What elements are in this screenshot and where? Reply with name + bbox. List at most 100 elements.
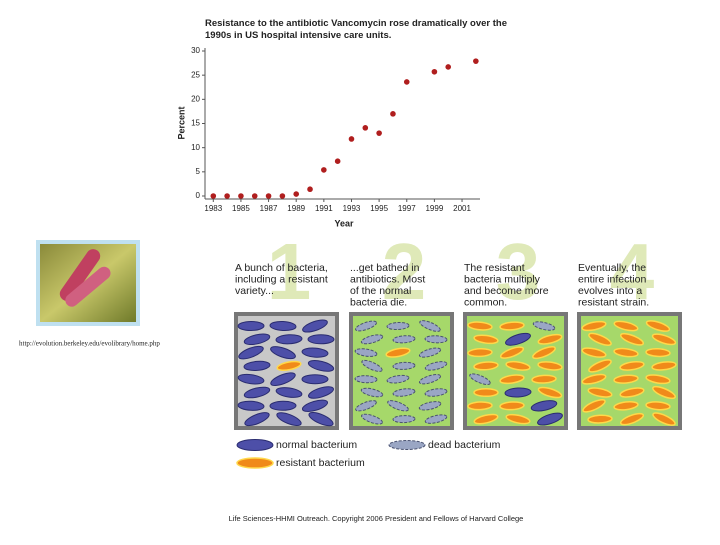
- x-axis-label: Year: [334, 218, 354, 228]
- resistant-bacterium: [581, 320, 607, 332]
- y-tick-label: 10: [191, 143, 200, 152]
- resistant-bacterium: [581, 347, 607, 358]
- photo: [36, 240, 140, 326]
- normal-bacterium: [270, 372, 296, 386]
- resistant-bacterium: [613, 320, 639, 332]
- dead-bacterium: [424, 388, 448, 397]
- panel-caption: common.: [464, 296, 507, 308]
- normal-bacterium: [301, 399, 329, 412]
- resistant-bacterium: [645, 374, 671, 385]
- legend-dead: dead bacterium: [428, 439, 501, 451]
- data-point: [293, 191, 300, 197]
- normal-bacterium: [275, 334, 303, 345]
- resistant-bacterium: [645, 320, 671, 332]
- resistant-bacterium: [473, 334, 499, 345]
- resistant-bacterium: [473, 413, 499, 425]
- panel-caption: of the normal: [350, 285, 411, 297]
- normal-bacterium: [276, 412, 302, 427]
- normal-bacterium: [270, 346, 296, 360]
- title-line: 1990s in US hospital intensive care unit…: [205, 30, 391, 41]
- resistant-bacterium: [613, 347, 639, 358]
- data-point: [334, 158, 341, 164]
- data-point: [210, 193, 217, 199]
- data-point: [348, 136, 355, 142]
- resistant-bacterium: [537, 333, 563, 345]
- normal-bacterium: [308, 386, 334, 399]
- dead-bacterium: [532, 321, 556, 331]
- normal-bacterium: [237, 400, 265, 411]
- panel-caption: and become more: [464, 285, 549, 297]
- normal-bacterium: [237, 320, 265, 332]
- resistant-bacterium: [473, 361, 499, 371]
- panel-number: 2: [382, 227, 427, 316]
- legend-normal: normal bacterium: [276, 439, 357, 451]
- resistant-bacterium: [505, 360, 531, 371]
- dead-bacterium: [424, 414, 448, 424]
- y-tick-label: 0: [196, 191, 201, 200]
- panel-number: 3: [496, 227, 541, 316]
- resistant-bacterium: [652, 385, 676, 400]
- resistant-bacterium: [619, 412, 645, 426]
- panel-number: 4: [610, 227, 655, 316]
- x-tick-label: 1995: [370, 204, 388, 213]
- dead-bacterium: [392, 335, 416, 344]
- normal-bacterium: [307, 360, 335, 372]
- data-point: [390, 111, 396, 117]
- dead-bacterium: [424, 361, 448, 371]
- normal-bacterium: [302, 319, 328, 333]
- panel-caption: including a resistant: [235, 273, 328, 285]
- resistant-bacterium: [651, 361, 677, 371]
- resistant-bacterium: [582, 398, 606, 413]
- legend-resistant-icon: [236, 457, 274, 469]
- panel-caption: The resistant: [464, 262, 525, 274]
- panel-caption: ...get bathed in: [350, 262, 420, 274]
- data-point: [403, 79, 410, 85]
- resistant-bacterium: [499, 346, 525, 359]
- dead-bacterium: [419, 320, 441, 332]
- legend-normal-icon: [236, 439, 274, 451]
- normal-bacterium: [505, 332, 531, 346]
- normal-bacterium: [237, 373, 265, 385]
- dead-bacterium: [392, 415, 416, 424]
- dead-bacterium: [469, 373, 491, 386]
- normal-bacterium: [243, 360, 271, 371]
- normal-bacterium: [269, 320, 297, 332]
- dead-bacterium: [418, 374, 442, 385]
- panel-caption: evolves into a: [578, 285, 642, 297]
- dead-bacterium: [386, 321, 410, 331]
- resistant-bacterium: [467, 348, 493, 358]
- data-point: [473, 58, 479, 64]
- photo-bacterium: [59, 249, 101, 301]
- resistant-bacterium: [473, 387, 499, 398]
- resistant-bacterium: [537, 361, 563, 371]
- data-point: [224, 193, 230, 199]
- normal-bacterium: [537, 412, 563, 426]
- normal-bacterium: [301, 374, 329, 385]
- resistant-bacterium: [385, 347, 411, 358]
- resistant-bacterium: [581, 373, 607, 385]
- legend-resistant: resistant bacterium: [276, 457, 365, 469]
- resistant-bacterium: [652, 412, 676, 426]
- legend-dead-icon: [388, 440, 426, 450]
- panel-caption: bacteria die.: [350, 296, 407, 308]
- x-tick-label: 2001: [453, 204, 471, 213]
- normal-bacterium: [243, 333, 271, 346]
- resistant-bacterium: [276, 360, 302, 372]
- y-axis-label: Percent: [176, 106, 186, 139]
- dead-bacterium: [354, 375, 378, 384]
- resistant-bacterium: [505, 413, 531, 425]
- title-line: Resistance to the antibiotic Vancomycin …: [205, 18, 507, 29]
- data-point: [307, 186, 313, 193]
- panel-caption: A bunch of bacteria,: [235, 262, 328, 274]
- x-tick-label: 1989: [287, 204, 305, 213]
- normal-bacterium: [238, 345, 264, 360]
- dead-bacterium: [361, 413, 383, 425]
- chart-title: Resistance to the antibiotic Vancomycin …: [205, 18, 507, 41]
- data-point: [362, 125, 369, 131]
- dead-bacterium: [360, 387, 384, 398]
- x-tick-label: 1997: [398, 204, 416, 213]
- data-point: [279, 193, 286, 199]
